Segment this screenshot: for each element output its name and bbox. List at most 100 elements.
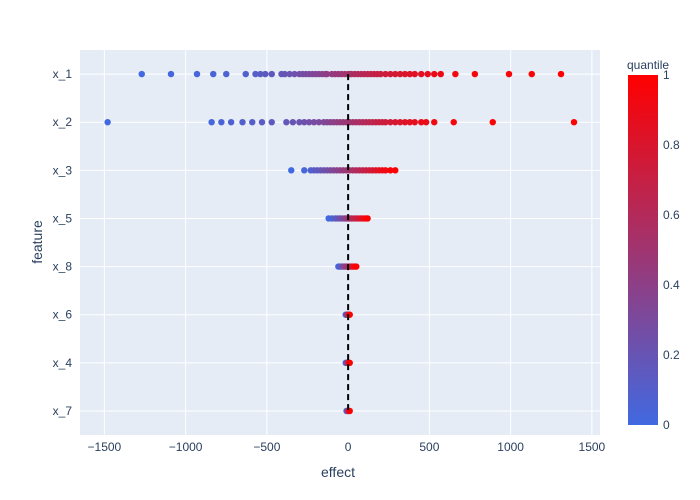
data-point (489, 118, 496, 126)
data-point (411, 70, 418, 78)
y-tick-label: x_4 (53, 356, 73, 370)
data-point (387, 70, 394, 78)
data-point (104, 118, 111, 126)
data-point (310, 118, 318, 126)
data-point (452, 70, 459, 78)
x-tick-label: 0 (345, 440, 352, 454)
data-point (218, 118, 225, 126)
data-point (387, 167, 394, 174)
data-point (242, 70, 249, 78)
colorbar-ticks: 0 0.2 0.4 0.6 0.8 1 (663, 68, 680, 432)
x-tick-label: −1500 (88, 440, 122, 454)
data-point (301, 167, 308, 174)
data-point (268, 118, 275, 126)
y-tick-labels: x_1 x_2 x_3 x_5 x_8 x_6 x_4 x_7 (53, 67, 73, 418)
colorbar-tick-label: 0.4 (663, 278, 680, 292)
data-point (418, 70, 425, 78)
y-tick-label: x_7 (53, 404, 73, 418)
data-point (289, 118, 297, 126)
data-point (431, 118, 438, 126)
plot-background (80, 50, 600, 435)
data-point (396, 70, 404, 78)
data-point (392, 167, 399, 174)
data-point (291, 70, 298, 78)
x-tick-label: −1000 (169, 440, 203, 454)
data-point (424, 70, 431, 78)
x-tick-label: 500 (419, 440, 439, 454)
data-point (401, 70, 409, 78)
data-point (392, 70, 399, 78)
data-point (353, 263, 360, 270)
data-point (528, 70, 535, 78)
y-tick-label: x_3 (53, 163, 73, 177)
data-point (392, 118, 399, 126)
data-point (193, 70, 201, 78)
data-point (418, 118, 425, 126)
data-point (208, 118, 215, 126)
colorbar-tick-label: 1 (663, 68, 670, 82)
data-point (301, 118, 308, 126)
colorbar-tick-label: 0.2 (663, 348, 680, 362)
data-point (252, 70, 259, 78)
data-point (387, 118, 394, 126)
data-point (305, 118, 313, 126)
data-point (262, 70, 269, 78)
data-point (167, 70, 175, 78)
y-tick-label: x_6 (53, 308, 73, 322)
y-axis-title: feature (29, 220, 45, 264)
data-point (223, 70, 230, 78)
data-point (239, 118, 246, 126)
colorbar-tick-label: 0.8 (663, 138, 680, 152)
data-point (450, 118, 457, 126)
data-point (377, 70, 384, 78)
data-point (315, 118, 323, 126)
data-point (210, 70, 217, 78)
data-point (364, 215, 371, 222)
data-point (396, 118, 404, 126)
data-point (411, 118, 418, 126)
data-point (258, 118, 266, 126)
colorbar-tick-label: 0 (663, 418, 670, 432)
x-tick-label: 1000 (497, 440, 524, 454)
y-tick-label: x_1 (53, 67, 73, 81)
x-tick-labels: −1500 −1000 −500 0 500 1000 1500 (88, 440, 606, 454)
data-point (570, 118, 578, 126)
data-point (249, 118, 256, 126)
data-point (288, 167, 295, 174)
data-point (557, 70, 565, 78)
data-point (505, 70, 513, 78)
data-point (382, 167, 389, 174)
x-tick-label: 1500 (579, 440, 606, 454)
data-point (471, 70, 479, 78)
data-point (257, 70, 264, 78)
x-axis-title: effect (321, 464, 355, 480)
y-tick-label: x_8 (53, 260, 73, 274)
y-tick-label: x_2 (53, 115, 73, 129)
data-point (422, 118, 430, 126)
gridlines (80, 50, 600, 435)
y-tick-label: x_5 (53, 211, 73, 225)
x-tick-label: −500 (253, 440, 280, 454)
data-point (406, 118, 414, 126)
data-point (283, 118, 290, 126)
data-point (437, 70, 444, 78)
data-point (138, 70, 145, 78)
data-point (281, 70, 288, 78)
data-point (382, 70, 389, 78)
data-point (296, 118, 303, 126)
data-point (323, 70, 331, 78)
colorbar: quantile 0 0.2 0.4 0.6 0.8 1 (627, 58, 680, 432)
colorbar-tick-label: 0.6 (663, 208, 680, 222)
data-point (382, 118, 389, 126)
data-point (227, 118, 235, 126)
data-point (286, 70, 293, 78)
data-point (268, 70, 275, 78)
data-point (401, 118, 409, 126)
colorbar-title: quantile (627, 58, 669, 72)
colorbar-gradient (628, 75, 658, 425)
data-points (104, 70, 578, 415)
data-point (431, 70, 438, 78)
data-point (406, 70, 414, 78)
